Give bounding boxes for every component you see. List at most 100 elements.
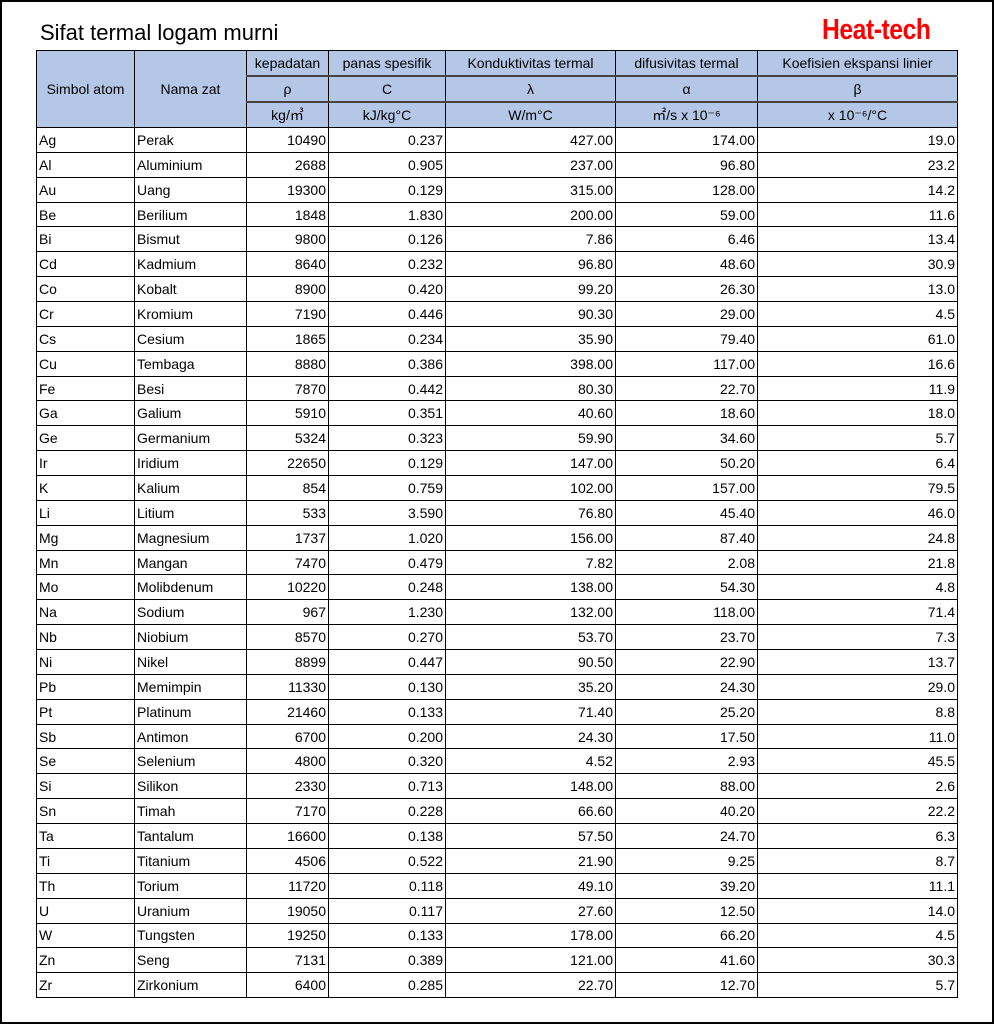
name-cell: Memimpin [134,673,247,700]
expansion-cell: 13.4 [757,226,958,253]
header-label: Koefisien ekspansi linier [757,50,958,77]
conductivity-cell: 90.50 [445,649,616,675]
conductivity-cell: 427.00 [445,127,616,153]
specific-heat-cell: 3.590 [328,499,446,526]
conductivity-cell: 59.90 [445,425,616,452]
diffusivity-cell: 24.70 [615,823,758,849]
table-row: Ag Perak 10490 0.237 427.00 174.00 19.0 [36,127,958,153]
conductivity-cell: 398.00 [445,350,616,377]
header-name: Nama zat [134,50,247,128]
conductivity-cell: 138.00 [445,574,616,601]
symbol-cell: Cr [36,301,135,327]
page-title: Sifat termal logam murni [40,20,279,45]
expansion-cell: 8.8 [757,698,958,725]
table-row: Li Litium 533 3.590 76.80 45.40 46.0 [36,499,958,526]
specific-heat-cell: 0.133 [328,698,446,725]
expansion-cell: 16.6 [757,350,958,377]
density-cell: 8899 [246,649,329,675]
conductivity-cell: 102.00 [445,475,616,501]
symbol-cell: Ti [36,847,135,874]
expansion-cell: 4.5 [757,922,958,949]
conductivity-cell: 66.60 [445,798,616,825]
header-unit: x 10⁻⁶/°C [757,101,958,128]
specific-heat-cell: 0.389 [328,947,446,974]
name-cell: Galium [134,400,247,427]
name-cell: Sodium [134,599,247,626]
specific-heat-cell: 0.905 [328,151,446,178]
conductivity-cell: 27.60 [445,897,616,924]
symbol-cell: Si [36,773,135,800]
symbol-cell: Na [36,599,135,626]
density-cell: 4800 [246,748,329,775]
density-cell: 5910 [246,400,329,427]
name-cell: Iridium [134,450,247,477]
diffusivity-cell: 29.00 [615,301,758,327]
specific-heat-cell: 0.129 [328,450,446,477]
diffusivity-cell: 128.00 [615,176,758,203]
header-label: Konduktivitas termal [445,50,616,77]
expansion-cell: 4.5 [757,301,958,327]
table-row: Sb Antimon 6700 0.200 24.30 17.50 11.0 [36,723,958,750]
header-label: kepadatan [246,50,329,77]
table-row: Ge Germanium 5324 0.323 59.90 34.60 5.7 [36,425,958,452]
name-cell: Molibdenum [134,574,247,601]
symbol-cell: Ta [36,823,135,849]
diffusivity-cell: 2.08 [615,549,758,576]
symbol-cell: Ge [36,425,135,452]
table-row: Se Selenium 4800 0.320 4.52 2.93 45.5 [36,748,958,775]
thermal-properties-table: Simbol atom Nama zat kepadatan panas spes… [36,50,958,999]
name-cell: Timah [134,798,247,825]
density-cell: 19300 [246,176,329,203]
specific-heat-cell: 1.020 [328,524,446,551]
expansion-cell: 11.1 [757,872,958,899]
density-cell: 854 [246,475,329,501]
table-row: Ir Iridium 22650 0.129 147.00 50.20 6.4 [36,450,958,477]
diffusivity-cell: 17.50 [615,723,758,750]
table-row: Sn Timah 7170 0.228 66.60 40.20 22.2 [36,798,958,825]
name-cell: Bismut [134,226,247,253]
table-row: Si Silikon 2330 0.713 148.00 88.00 2.6 [36,773,958,800]
diffusivity-cell: 22.70 [615,375,758,402]
expansion-cell: 13.7 [757,649,958,675]
conductivity-cell: 22.70 [445,972,616,999]
expansion-cell: 6.3 [757,823,958,849]
expansion-cell: 29.0 [757,673,958,700]
symbol-cell: W [36,922,135,949]
density-cell: 7870 [246,375,329,402]
table-row: Cu Tembaga 8880 0.386 398.00 117.00 16.6 [36,350,958,377]
name-cell: Aluminium [134,151,247,178]
diffusivity-cell: 25.20 [615,698,758,725]
heat-tech-logo: Heat-tech [822,14,931,46]
conductivity-cell: 7.82 [445,549,616,576]
density-cell: 8640 [246,251,329,278]
diffusivity-cell: 50.20 [615,450,758,477]
density-cell: 2688 [246,151,329,178]
symbol-cell: Mo [36,574,135,601]
density-cell: 1848 [246,201,329,228]
symbol-cell: Pb [36,673,135,700]
conductivity-cell: 156.00 [445,524,616,551]
symbol-cell: Mn [36,549,135,576]
conductivity-cell: 71.40 [445,698,616,725]
specific-heat-cell: 0.126 [328,226,446,253]
density-cell: 19050 [246,897,329,924]
symbol-cell: Sn [36,798,135,825]
expansion-cell: 24.8 [757,524,958,551]
name-cell: Antimon [134,723,247,750]
table-row: Cs Cesium 1865 0.234 35.90 79.40 61.0 [36,325,958,352]
table-row: Ta Tantalum 16600 0.138 57.50 24.70 6.3 [36,823,958,849]
symbol-cell: Bi [36,226,135,253]
header-label: panas spesifik [328,50,446,77]
specific-heat-cell: 0.234 [328,325,446,352]
diffusivity-cell: 45.40 [615,499,758,526]
name-cell: Tantalum [134,823,247,849]
specific-heat-cell: 0.447 [328,649,446,675]
specific-heat-cell: 0.232 [328,251,446,278]
density-cell: 10490 [246,127,329,153]
specific-heat-cell: 0.133 [328,922,446,949]
density-cell: 8570 [246,624,329,651]
expansion-cell: 14.0 [757,897,958,924]
table-row: U Uranium 19050 0.117 27.60 12.50 14.0 [36,897,958,924]
name-cell: Zirkonium [134,972,247,999]
